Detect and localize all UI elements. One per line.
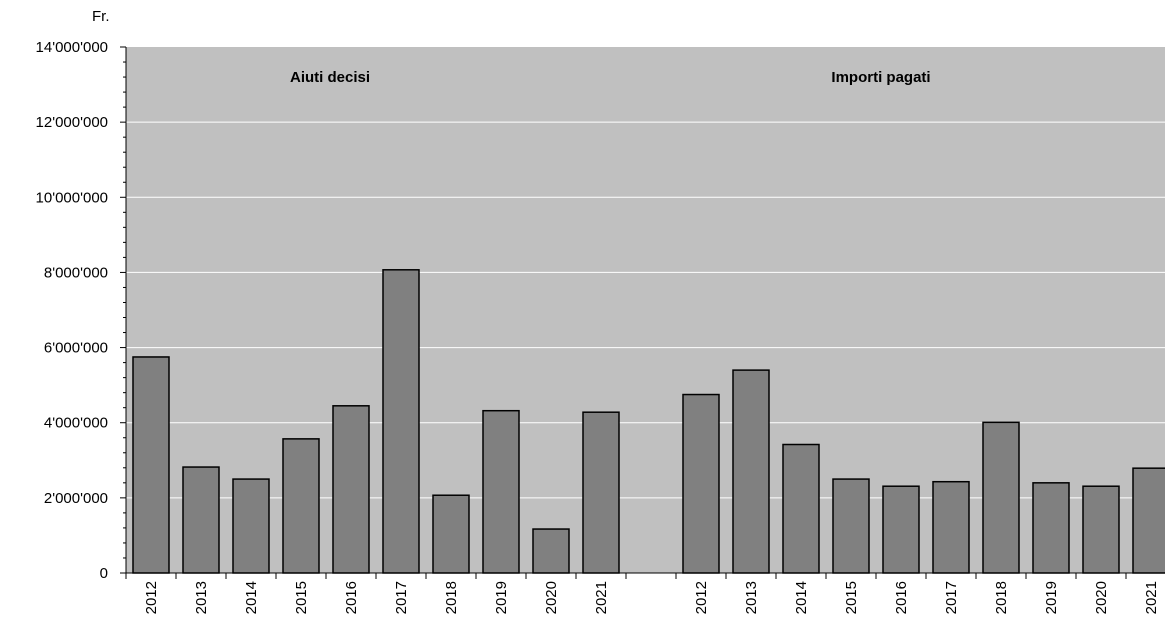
x-tick-label: 2013 (193, 581, 210, 614)
bar (332, 405, 370, 574)
bar (832, 478, 870, 574)
bar (982, 421, 1020, 574)
y-tick-label: 8'000'000 (44, 264, 108, 281)
x-tick-label: 2012 (143, 581, 160, 614)
x-tick-label: 2015 (293, 581, 310, 614)
bar (682, 393, 720, 574)
bars (132, 269, 1165, 574)
bar (732, 369, 770, 574)
bar (882, 485, 920, 574)
y-axis-unit-label: Fr. (92, 8, 110, 25)
y-tick-label: 6'000'000 (44, 340, 108, 357)
x-axis-tick-labels: 2012 2013 2014 2015 2016 2017 2018 2019 2020 2021… (143, 581, 1160, 614)
y-tick-label: 12'000'000 (36, 114, 108, 131)
bar (432, 494, 470, 574)
y-tick-label: 14'000'000 (36, 39, 108, 56)
bar (782, 443, 820, 574)
x-tick-label: 2019 (493, 581, 510, 614)
bar (232, 478, 270, 574)
x-tick-label: 2018 (993, 581, 1010, 614)
x-tick-label: 2013 (743, 581, 760, 614)
y-axis-tick-labels: 0 2'000'000 4'000'000 6'000'000 8'000'000 10'… (36, 39, 108, 582)
axes (125, 47, 1165, 574)
bar (282, 438, 320, 574)
bar (582, 411, 620, 574)
x-tick-label: 2020 (543, 581, 560, 614)
x-tick-label: 2016 (893, 581, 910, 614)
bar (182, 466, 220, 574)
x-tick-label: 2018 (443, 581, 460, 614)
x-tick-label: 2017 (943, 581, 960, 614)
y-axis-ticks (120, 46, 126, 574)
bar (932, 480, 970, 574)
x-axis-ticks (125, 573, 1127, 579)
bar (1032, 482, 1070, 574)
bar (382, 269, 420, 574)
x-tick-label: 2015 (843, 581, 860, 614)
x-tick-label: 2021 (593, 581, 610, 614)
bar (132, 356, 170, 574)
bar (1082, 485, 1120, 574)
bar (1132, 467, 1165, 574)
y-tick-label: 0 (100, 565, 108, 582)
x-tick-label: 2014 (793, 581, 810, 614)
x-tick-label: 2021 (1143, 581, 1160, 614)
bar (482, 409, 520, 574)
group-label-aiuti-decisi: Aiuti decisi (290, 69, 370, 86)
group-label-importi-pagati: Importi pagati (831, 69, 930, 86)
x-tick-label: 2017 (393, 581, 410, 614)
y-tick-label: 2'000'000 (44, 490, 108, 507)
x-tick-label: 2019 (1043, 581, 1060, 614)
y-tick-label: 10'000'000 (36, 189, 108, 206)
x-tick-label: 2012 (693, 581, 710, 614)
x-tick-label: 2016 (343, 581, 360, 614)
x-tick-label: 2020 (1093, 581, 1110, 614)
bar (532, 528, 570, 574)
y-tick-label: 4'000'000 (44, 415, 108, 432)
x-tick-label: 2014 (243, 581, 260, 614)
